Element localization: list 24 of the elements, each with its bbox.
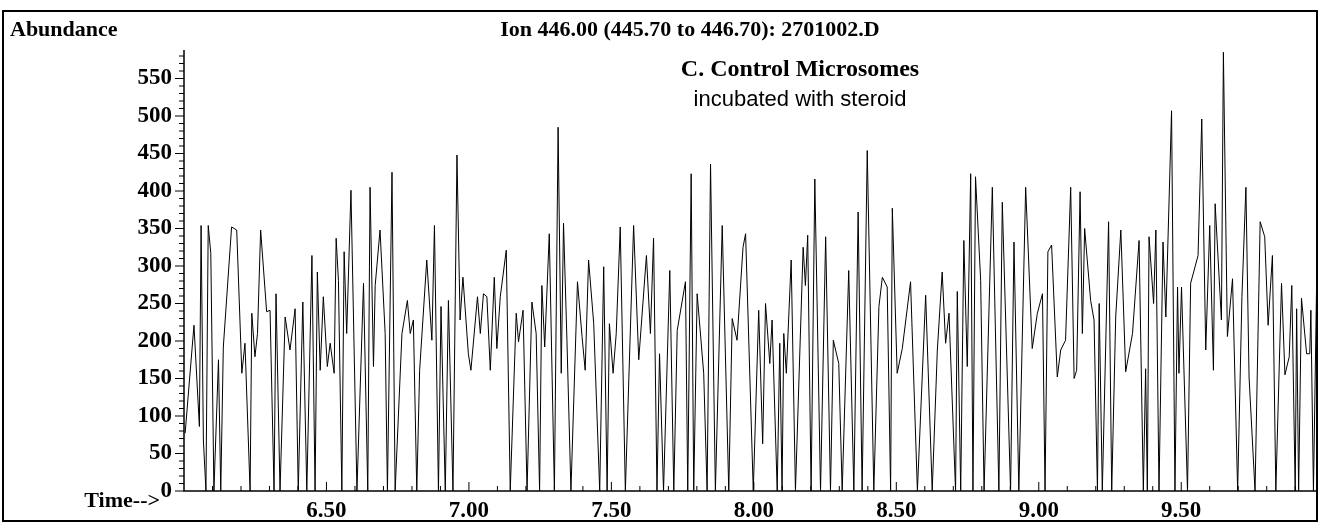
y-tick-label: 100 (137, 401, 172, 427)
annotation: C. Control Microsomes (680, 55, 920, 82)
annotation: incubated with steroid (693, 86, 907, 112)
y-tick-label: 0 (160, 476, 172, 502)
x-tick-label: 8.00 (733, 496, 774, 522)
y-tick-label: 350 (137, 214, 172, 240)
y-tick-label: 500 (137, 101, 172, 127)
x-tick-label: 6.50 (306, 496, 347, 522)
x-tick-label: 8.50 (876, 496, 917, 522)
y-tick-label: 200 (137, 326, 172, 352)
y-tick-label: 300 (137, 251, 172, 277)
x-tick-label: 7.00 (448, 496, 490, 522)
y-tick-label: 50 (149, 439, 172, 465)
y-tick-label: 400 (137, 176, 172, 202)
x-axis-title: Time--> (84, 486, 160, 512)
y-tick-label: 150 (137, 364, 172, 390)
chart-title: Ion 446.00 (445.70 to 446.70): 2701002.D (500, 15, 880, 41)
y-tick-label: 250 (137, 289, 172, 315)
x-tick-label: 9.50 (1161, 496, 1202, 522)
y-tick-label: 450 (137, 139, 172, 165)
x-tick-label: 9.00 (1018, 496, 1059, 522)
y-axis-title: Abundance (10, 15, 118, 41)
y-tick-label: 550 (137, 64, 172, 90)
x-tick-label: 7.50 (591, 496, 632, 522)
